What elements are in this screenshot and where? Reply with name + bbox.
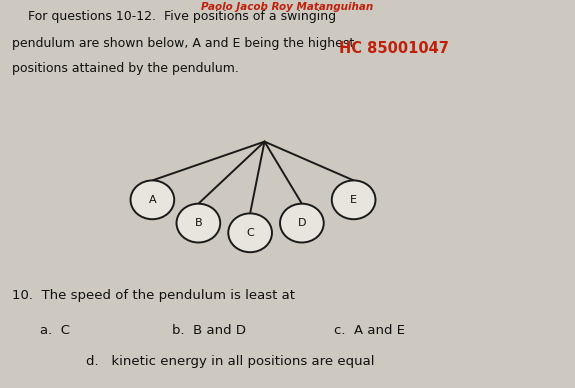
Text: D: D xyxy=(298,218,306,228)
Ellipse shape xyxy=(280,204,324,242)
Ellipse shape xyxy=(131,180,174,219)
Text: c.  A and E: c. A and E xyxy=(334,324,404,337)
Ellipse shape xyxy=(228,213,272,252)
Text: For questions 10-12.  Five positions of a swinging: For questions 10-12. Five positions of a… xyxy=(12,10,336,23)
Text: d.   kinetic energy in all positions are equal: d. kinetic energy in all positions are e… xyxy=(86,355,375,368)
Text: Paolo Jacob Roy Matanguihan: Paolo Jacob Roy Matanguihan xyxy=(201,2,374,12)
Text: 10.  The speed of the pendulum is least at: 10. The speed of the pendulum is least a… xyxy=(12,289,294,302)
Text: E: E xyxy=(350,195,357,205)
Text: positions attained by the pendulum.: positions attained by the pendulum. xyxy=(12,62,239,75)
Ellipse shape xyxy=(177,204,220,242)
Text: C: C xyxy=(246,228,254,238)
Text: B: B xyxy=(194,218,202,228)
Text: HC 85001047: HC 85001047 xyxy=(339,41,449,56)
Text: A: A xyxy=(148,195,156,205)
Text: pendulum are shown below, A and E being the highest: pendulum are shown below, A and E being … xyxy=(12,37,354,50)
Text: a.  C: a. C xyxy=(40,324,70,337)
Ellipse shape xyxy=(332,180,375,219)
Text: b.  B and D: b. B and D xyxy=(172,324,247,337)
